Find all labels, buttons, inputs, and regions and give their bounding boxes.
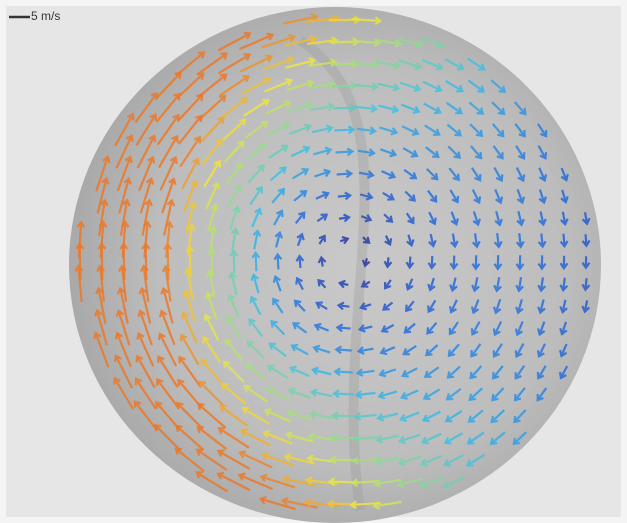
vector-field-figure: 5 m/s [0, 0, 627, 523]
scale-label: 5 m/s [31, 9, 60, 23]
